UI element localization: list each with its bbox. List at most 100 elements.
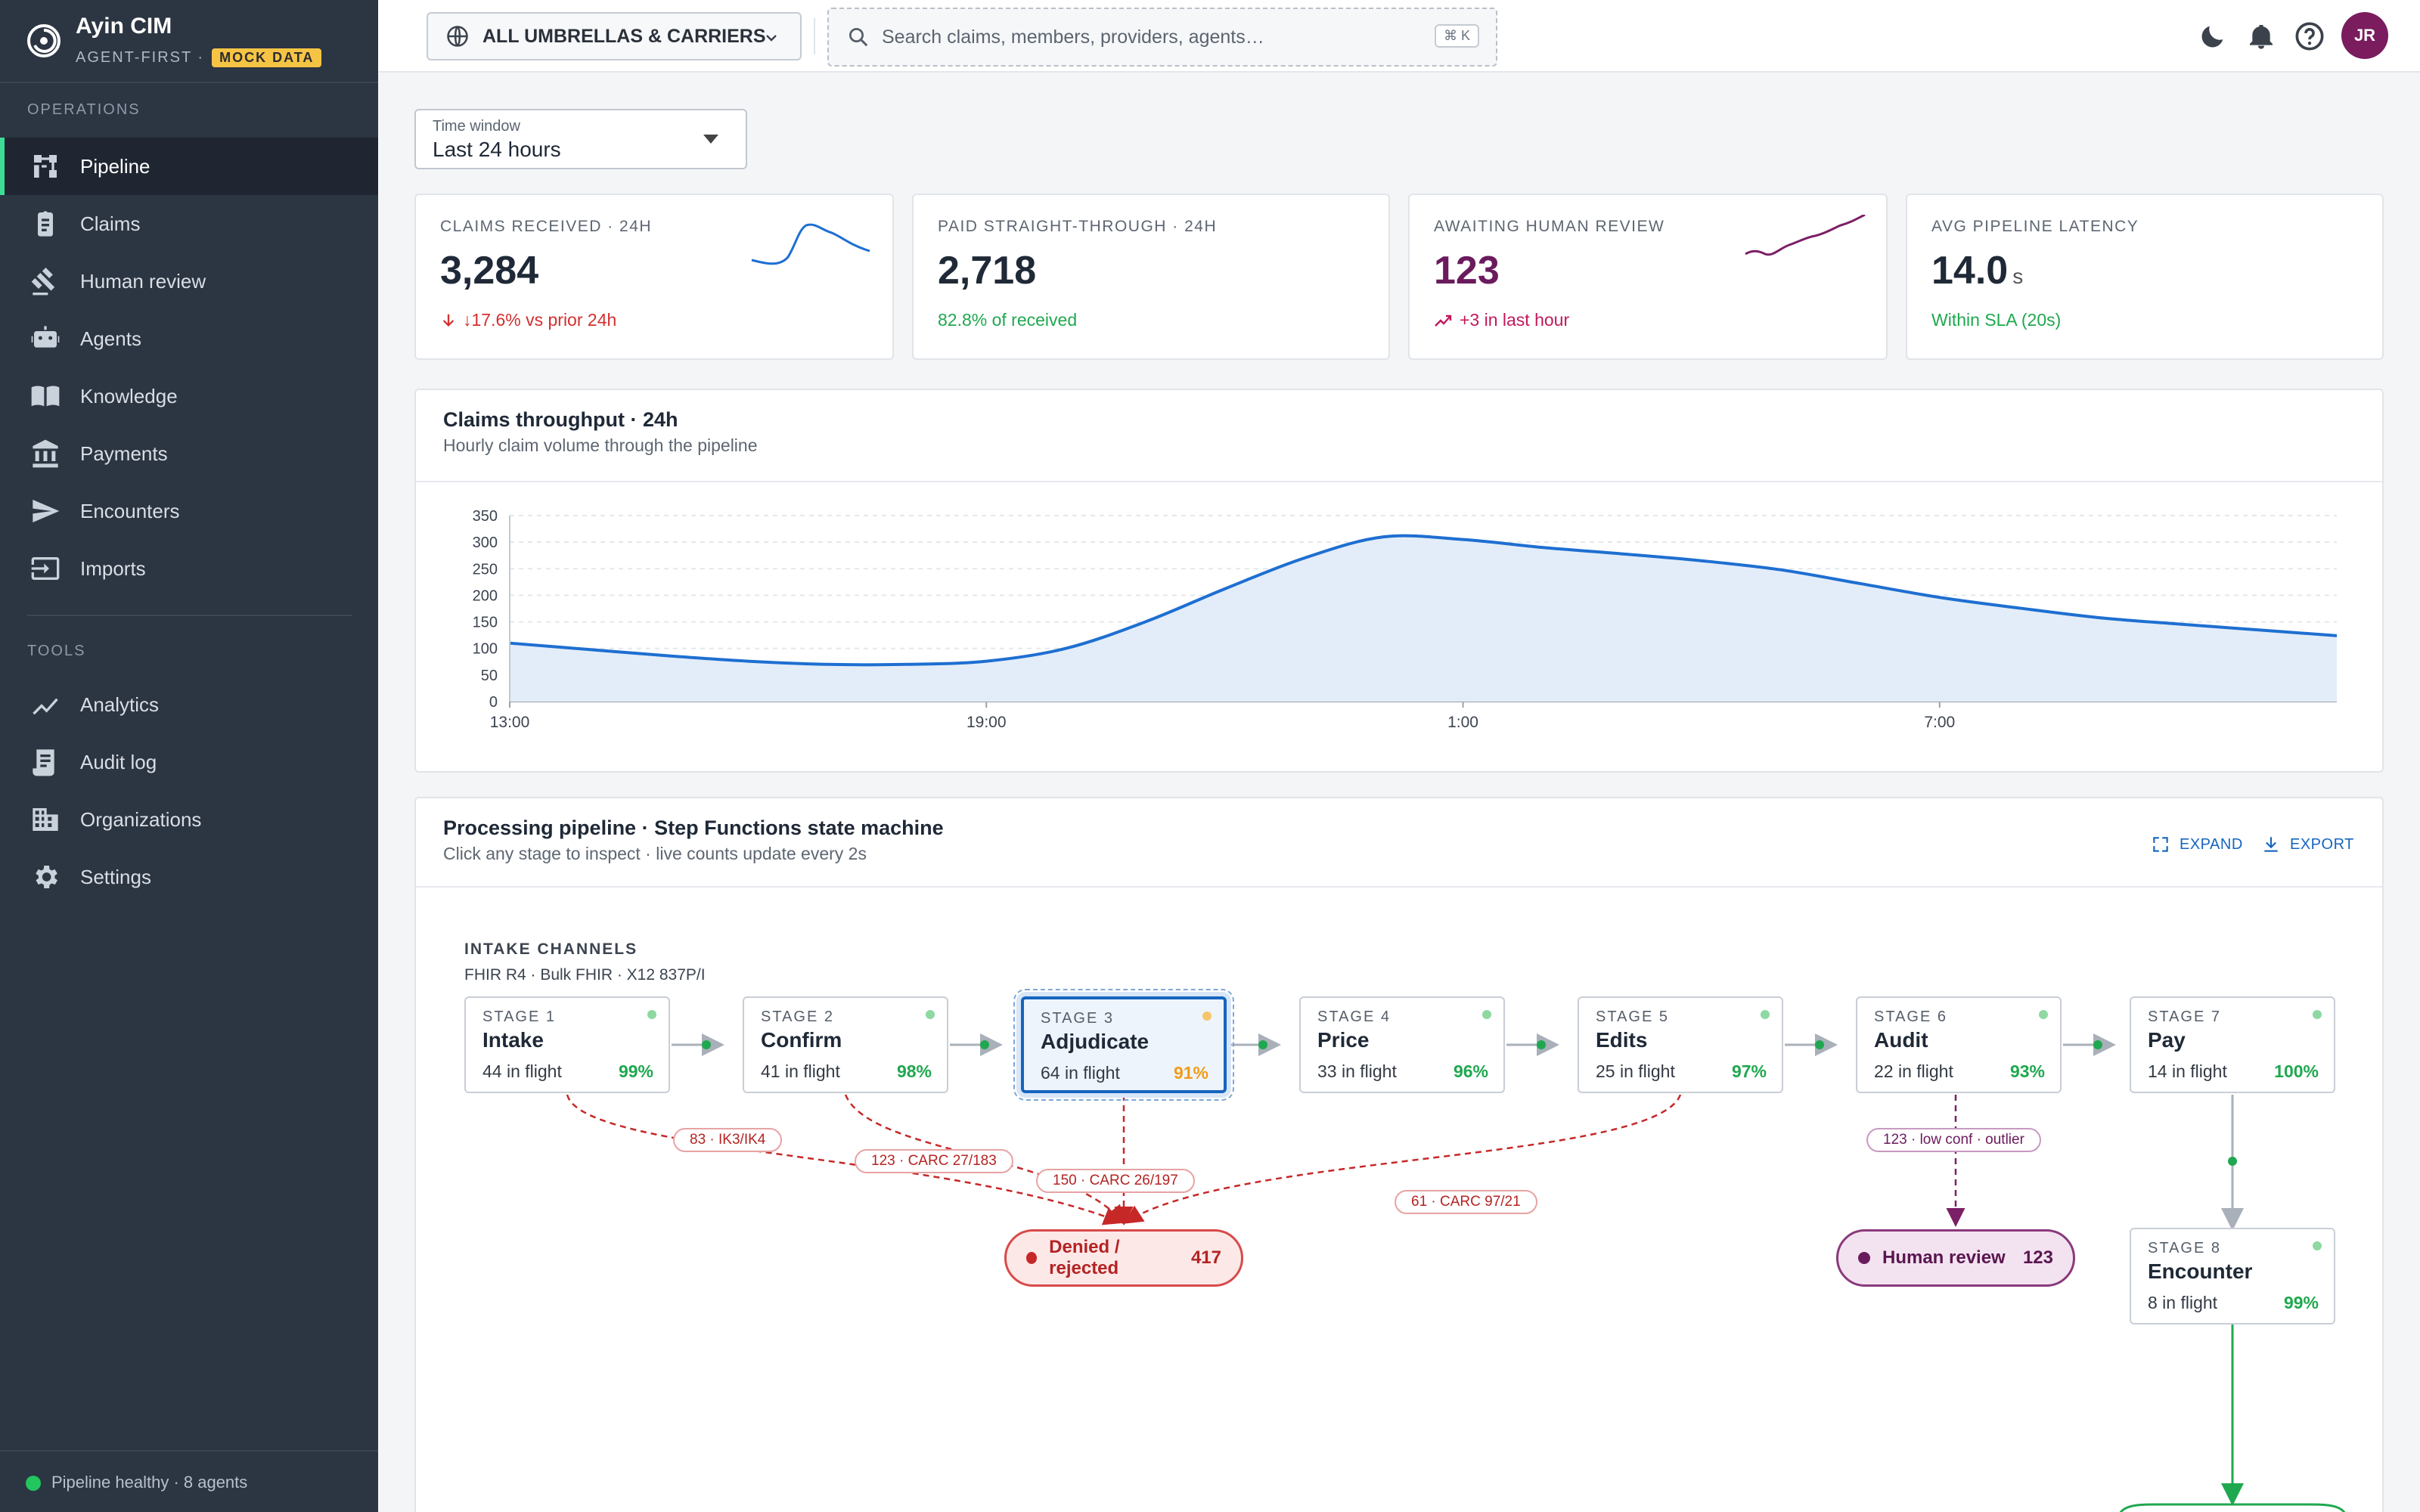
- throughput-panel: Claims throughput · 24h Hourly claim vol…: [414, 389, 2384, 773]
- stage-5-edits[interactable]: STAGE 5 Edits 25 in flight 97%: [1578, 996, 1783, 1093]
- fullscreen-icon: [2153, 837, 2168, 852]
- time-window-select[interactable]: Time window Last 24 hours: [414, 109, 747, 169]
- denied-rejected-node[interactable]: Denied / rejected 417: [1004, 1229, 1243, 1287]
- data-point: [1938, 596, 1941, 599]
- bank-icon: [29, 437, 62, 470]
- stage-status-dot: [2313, 1010, 2322, 1019]
- stage-in-flight: 14 in flight: [2148, 1061, 2227, 1081]
- pipeline-icon: [29, 150, 62, 183]
- denied-label: Denied / rejected: [1049, 1237, 1120, 1278]
- data-point: [985, 660, 988, 663]
- stage-7-pay[interactable]: STAGE 7 Pay 14 in flight 100%: [2130, 996, 2335, 1093]
- kpi-card-paid-straight-through: PAID STRAIGHT-THROUGH · 24H 2,718 82.8% …: [912, 194, 1390, 360]
- kpi-value: 14.0 s: [1931, 249, 2024, 293]
- bell-icon[interactable]: [2246, 21, 2276, 51]
- stage-3-adjudicate[interactable]: STAGE 3 Adjudicate 64 in flight 91%: [1013, 989, 1234, 1101]
- stage-name: Edits: [1596, 1028, 1648, 1052]
- nav-item-pipeline[interactable]: Pipeline: [0, 138, 378, 195]
- edge-label-adjudicate-rejects: 150 · CARC 26/197: [1036, 1169, 1195, 1193]
- sidebar-footer: Pipeline healthy · 8 agents: [0, 1450, 378, 1512]
- brand-logo-icon: [27, 24, 60, 57]
- book-icon: [29, 380, 62, 413]
- stage-number: STAGE 4: [1317, 1009, 1391, 1025]
- sparkline-claims-received: [751, 223, 870, 265]
- stage-in-flight: 22 in flight: [1874, 1061, 1953, 1081]
- sidebar: Ayin CIM AGENT-FIRST · MOCK DATA OPERATIO…: [0, 0, 378, 1512]
- stage-number: STAGE 7: [2148, 1009, 2221, 1025]
- global-search[interactable]: ⌘ K: [827, 8, 1497, 67]
- export-button[interactable]: EXPORT: [2261, 835, 2354, 854]
- nav-item-imports[interactable]: Imports: [0, 540, 378, 597]
- stage-name: Intake: [482, 1028, 544, 1052]
- stage-name: Price: [1317, 1028, 1370, 1052]
- review-count: 123: [2022, 1247, 2053, 1268]
- pipeline-subtitle: Click any stage to inspect · live counts…: [443, 844, 867, 863]
- nav-item-claims[interactable]: Claims: [0, 195, 378, 253]
- stage-status-dot: [926, 1010, 935, 1019]
- stage-success-rate: 93%: [2009, 1061, 2045, 1081]
- time-window-label: Time window: [433, 118, 520, 135]
- nav-item-settings[interactable]: Settings: [0, 848, 378, 906]
- kpi-label: AWAITING HUMAN REVIEW: [1434, 218, 1665, 235]
- nav-item-agents[interactable]: Agents: [0, 310, 378, 367]
- throughput-title: Claims throughput · 24h: [443, 408, 678, 431]
- data-point: [588, 648, 591, 651]
- stage-8-encounter[interactable]: STAGE 8 Encounter 8 in flight 99%: [2130, 1228, 2335, 1325]
- kpi-unit: s: [2012, 265, 2024, 288]
- send-icon: [29, 494, 62, 528]
- data-point: [746, 660, 749, 663]
- stage-4-price[interactable]: STAGE 4 Price 33 in flight 96%: [1299, 996, 1505, 1093]
- stage-in-flight: 33 in flight: [1317, 1061, 1397, 1081]
- nav-item-encounters[interactable]: Encounters: [0, 482, 378, 540]
- gear-icon: [29, 860, 62, 894]
- stage-name: Audit: [1874, 1028, 1928, 1052]
- nav-item-payments[interactable]: Payments: [0, 425, 378, 482]
- umbrella-scope-selector[interactable]: ALL UMBRELLAS & CARRIERS: [427, 12, 802, 60]
- stage-in-flight: 8 in flight: [2148, 1293, 2218, 1312]
- edge-label-edits-rejects: 61 · CARC 97/21: [1395, 1190, 1537, 1214]
- search-input[interactable]: [882, 26, 1411, 48]
- arrow-down-icon: [442, 314, 455, 327]
- nav-label: Knowledge: [80, 384, 178, 407]
- stage-1-intake[interactable]: STAGE 1 Intake 44 in flight 99%: [464, 996, 670, 1093]
- stage-success-rate: 99%: [618, 1061, 653, 1081]
- sidebar-divider: [27, 615, 352, 616]
- help-icon[interactable]: [2294, 21, 2325, 51]
- top-bar: ALL UMBRELLAS & CARRIERS ⌘ K JR: [378, 0, 2420, 73]
- nav-item-knowledge[interactable]: Knowledge: [0, 367, 378, 425]
- search-icon: [849, 28, 868, 47]
- kpi-card-avg-latency: AVG PIPELINE LATENCY 14.0 s Within SLA (2…: [1906, 194, 2384, 360]
- kpi-delta: +3 in last hour: [1434, 310, 1569, 330]
- status-dot: [26, 1476, 41, 1491]
- stage-2-confirm[interactable]: STAGE 2 Confirm 41 in flight 98%: [743, 996, 948, 1093]
- nav-item-human-review[interactable]: Human review: [0, 253, 378, 310]
- gavel-icon: [29, 265, 62, 298]
- data-point: [1700, 559, 1703, 562]
- topbar-separator: [814, 18, 815, 54]
- stage-success-rate: 91%: [1173, 1063, 1208, 1083]
- data-point: [1621, 553, 1624, 556]
- intake-channels-list: FHIR R4 · Bulk FHIR · X12 837P/I: [464, 966, 706, 984]
- nav-item-analytics[interactable]: Analytics: [0, 676, 378, 733]
- y-tick-label: 200: [473, 587, 498, 604]
- y-tick-label: 50: [481, 668, 498, 684]
- caret-down-icon: [703, 135, 718, 144]
- nav-label: Audit log: [80, 750, 157, 773]
- y-tick-label: 100: [473, 641, 498, 658]
- nav-item-organizations[interactable]: Organizations: [0, 791, 378, 848]
- stage-name: Adjudicate: [1041, 1030, 1150, 1053]
- expand-button[interactable]: EXPAND: [2151, 835, 2243, 854]
- kpi-label: PAID STRAIGHT-THROUGH · 24H: [938, 218, 1218, 235]
- download-icon: [2264, 837, 2278, 852]
- user-avatar[interactable]: JR: [2341, 12, 2388, 59]
- data-point: [2335, 634, 2338, 637]
- nav-item-audit-log[interactable]: Audit log: [0, 733, 378, 791]
- import-icon: [29, 552, 62, 585]
- data-point: [1462, 538, 1465, 541]
- building-icon: [29, 803, 62, 836]
- dark-mode-icon[interactable]: [2198, 21, 2228, 51]
- stage-6-audit[interactable]: STAGE 6 Audit 22 in flight 93%: [1856, 996, 2062, 1093]
- stage-success-rate: 98%: [896, 1061, 932, 1081]
- human-review-node[interactable]: Human review 123: [1836, 1229, 2075, 1287]
- stage-number: STAGE 6: [1874, 1009, 1947, 1025]
